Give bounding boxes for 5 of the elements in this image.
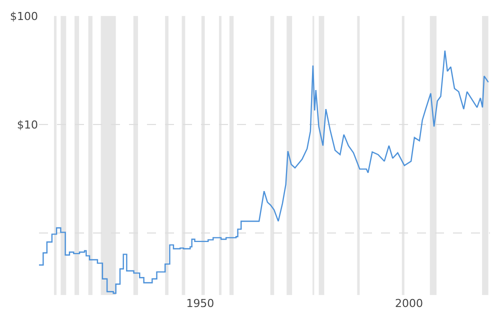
y-tick-label: $10 <box>17 118 38 132</box>
x-tick-label: 1950 <box>186 297 214 310</box>
line-series <box>39 50 489 294</box>
y-tick-label: $100 <box>10 10 38 23</box>
x-tick-label: 2000 <box>394 297 423 310</box>
